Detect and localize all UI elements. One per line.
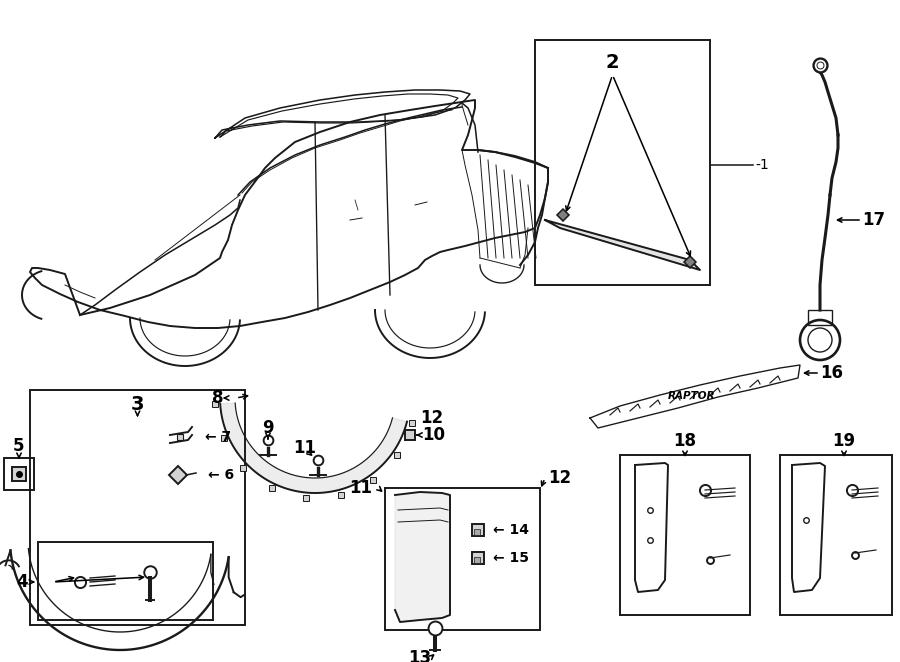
Text: 12: 12	[420, 409, 444, 427]
Text: -1: -1	[755, 158, 769, 172]
Text: 17: 17	[862, 211, 885, 229]
Text: 16: 16	[820, 364, 843, 382]
Text: 12: 12	[548, 469, 572, 487]
Text: 3: 3	[130, 395, 144, 414]
Text: ← 7: ← 7	[205, 430, 231, 444]
Polygon shape	[395, 492, 450, 622]
Text: ← 15: ← 15	[493, 551, 529, 565]
Text: 10: 10	[422, 426, 445, 444]
Text: ← 14: ← 14	[493, 523, 529, 537]
Polygon shape	[545, 220, 700, 270]
Text: 11: 11	[349, 479, 372, 497]
Text: 2: 2	[606, 52, 619, 71]
Polygon shape	[220, 403, 407, 493]
Text: 5: 5	[14, 437, 25, 455]
Text: 9: 9	[262, 419, 274, 437]
Bar	[4, 458, 34, 490]
Text: 8: 8	[212, 389, 224, 407]
Bar	[38, 542, 213, 620]
Bar	[620, 455, 750, 615]
Text: 13: 13	[409, 649, 432, 662]
Polygon shape	[590, 365, 800, 428]
Bar	[780, 455, 892, 615]
Polygon shape	[792, 463, 825, 592]
Text: 19: 19	[832, 432, 856, 450]
Bar	[385, 488, 540, 630]
Text: ← 6: ← 6	[208, 468, 234, 482]
Text: 4: 4	[16, 573, 28, 591]
Bar	[808, 310, 832, 325]
Bar	[535, 40, 710, 285]
Polygon shape	[635, 463, 668, 592]
Text: RAPTOR: RAPTOR	[668, 391, 716, 401]
Text: 18: 18	[673, 432, 697, 450]
Bar	[30, 390, 245, 625]
Text: 11: 11	[293, 439, 317, 457]
